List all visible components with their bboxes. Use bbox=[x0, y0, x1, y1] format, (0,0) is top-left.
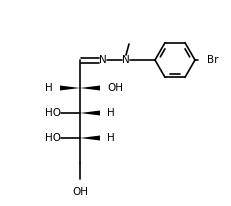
Text: N: N bbox=[122, 55, 129, 65]
Text: OH: OH bbox=[106, 83, 122, 93]
Text: HO: HO bbox=[45, 108, 61, 118]
Text: OH: OH bbox=[72, 187, 88, 197]
Text: N: N bbox=[99, 55, 106, 65]
Text: H: H bbox=[45, 83, 53, 93]
Polygon shape bbox=[80, 85, 100, 90]
Text: HO: HO bbox=[45, 133, 61, 143]
Polygon shape bbox=[60, 85, 80, 90]
Text: Br: Br bbox=[206, 55, 218, 65]
Text: H: H bbox=[106, 108, 114, 118]
Text: H: H bbox=[106, 133, 114, 143]
Polygon shape bbox=[80, 110, 100, 116]
Polygon shape bbox=[80, 136, 100, 140]
